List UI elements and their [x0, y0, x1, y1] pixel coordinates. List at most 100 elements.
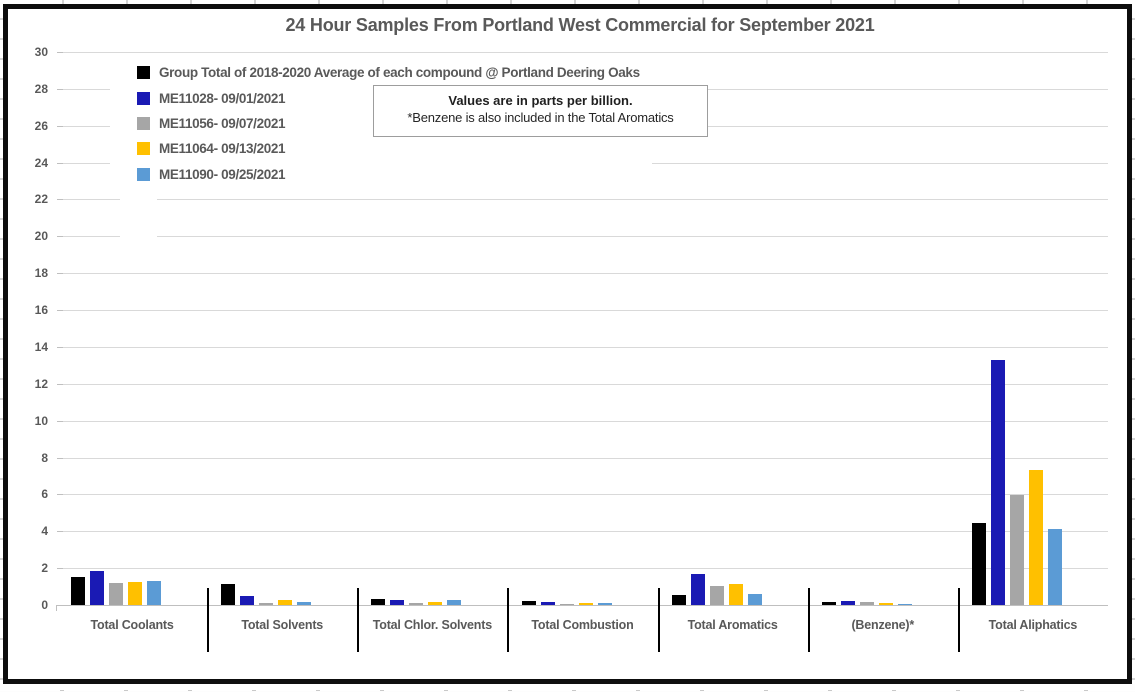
x-axis-category-label: Total Chlor. Solvents [372, 618, 492, 632]
bar [447, 600, 462, 605]
x-axis-category-label: Total Combustion [531, 618, 634, 632]
bar [897, 604, 912, 605]
bar [709, 586, 724, 605]
legend-label: ME11056- 09/07/2021 [159, 115, 286, 131]
legend-label: ME11090- 09/25/2021 [159, 166, 286, 182]
y-axis-tick-label: 4 [41, 524, 48, 539]
axis-tick-nub [57, 383, 63, 385]
gridline [57, 494, 1108, 496]
sheet-gridline-ticks-bottom [0, 690, 1135, 691]
bar [690, 574, 705, 605]
axis-tick-nub [57, 125, 63, 127]
gridline [57, 457, 1108, 459]
y-axis-tick-label: 10 [34, 413, 48, 428]
sheet-gridline-sliver-right [1132, 0, 1135, 692]
axis-tick-nub [57, 236, 63, 238]
gridline [57, 310, 1108, 312]
axis-tick-nub [57, 52, 63, 53]
gridline [57, 531, 1108, 533]
note-line-2: *Benzene is also included in the Total A… [407, 110, 674, 125]
gridline [57, 236, 1108, 238]
bar [747, 594, 762, 605]
legend-label: Group Total of 2018-2020 Average of each… [159, 65, 640, 81]
axis-tick-nub [57, 531, 63, 533]
x-axis-line [57, 605, 1108, 606]
x-axis-category-label: (Benzene)* [851, 618, 915, 632]
y-axis-tick-label: 20 [34, 229, 48, 244]
category-axis-divider [958, 588, 960, 652]
axis-tick-nub [57, 494, 63, 496]
note-box: Values are in parts per billion. *Benzen… [373, 85, 708, 137]
bar [859, 602, 874, 605]
y-axis-tick-label: 2 [41, 561, 48, 576]
x-axis-category-label: Total Solvents [241, 618, 324, 632]
axis-tick-nub [57, 346, 63, 348]
y-axis-tick-label: 14 [34, 339, 48, 354]
bar [428, 602, 443, 605]
bar [409, 603, 424, 605]
bar [128, 582, 143, 605]
bar [90, 571, 105, 605]
y-axis-tick-label: 30 [34, 45, 48, 59]
axis-tick-nub [57, 273, 63, 275]
bar [971, 523, 986, 605]
legend-label: ME11064- 09/13/2021 [159, 141, 286, 157]
axis-tick-nub [57, 568, 63, 570]
y-axis-tick-label: 16 [34, 303, 48, 318]
legend-swatch-icon [137, 116, 150, 130]
gridline [57, 52, 1108, 53]
legend-item: ME11056- 09/07/2021 [110, 111, 640, 136]
bar [1028, 470, 1043, 605]
bar [597, 603, 612, 605]
legend-swatch-icon [137, 91, 150, 105]
x-axis-category-label: Total Aliphatics [988, 618, 1078, 632]
gridline [57, 346, 1108, 348]
bar [390, 600, 405, 605]
category-axis-divider [357, 588, 359, 652]
legend-swatch-icon [137, 167, 150, 181]
axis-tick-nub [57, 420, 63, 422]
legend-item: ME11090- 09/25/2021 [110, 162, 640, 187]
bar [297, 602, 312, 605]
legend-item: Group Total of 2018-2020 Average of each… [110, 60, 640, 85]
axis-tick-nub [57, 199, 63, 201]
y-axis-tick-label: 22 [34, 192, 48, 207]
gridline [57, 420, 1108, 422]
bar [990, 360, 1005, 605]
legend-item: ME11028- 09/01/2021 [110, 85, 640, 110]
legend-swatch-icon [137, 142, 150, 156]
bar [1047, 529, 1062, 605]
bar [371, 599, 386, 605]
gridline [57, 568, 1108, 570]
bar [821, 602, 836, 605]
bar [109, 583, 124, 605]
bar [878, 603, 893, 605]
bar [728, 584, 743, 605]
category-axis-divider [658, 588, 660, 652]
x-axis-category-label: Total Aromatics [687, 618, 778, 632]
bar [240, 596, 255, 605]
legend-label: ME11028- 09/01/2021 [159, 90, 286, 106]
bar [840, 601, 855, 605]
y-axis-tick-label: 0 [41, 598, 48, 612]
legend-swatch-icon [137, 66, 150, 80]
category-axis-divider [207, 588, 209, 652]
legend-item: ME11064- 09/13/2021 [110, 136, 640, 161]
chart-title: 24 Hour Samples From Portland West Comme… [285, 15, 875, 35]
bar [540, 602, 555, 605]
x-axis-left-tick [56, 605, 57, 611]
bar [559, 604, 574, 605]
bar [147, 581, 162, 605]
category-axis-divider [808, 588, 810, 652]
y-axis-tick-label: 12 [34, 376, 48, 391]
note-line-1: Values are in parts per billion. [448, 93, 633, 108]
sheet-gridline-sliver-bottom [0, 684, 1135, 692]
x-axis-category-label: Total Coolants [90, 618, 174, 632]
axis-tick-nub [57, 162, 63, 164]
sheet-gridline-sliver-left [0, 0, 3, 692]
gridline [57, 273, 1108, 275]
axis-tick-nub [57, 310, 63, 312]
legend-blank-entry [120, 186, 157, 248]
